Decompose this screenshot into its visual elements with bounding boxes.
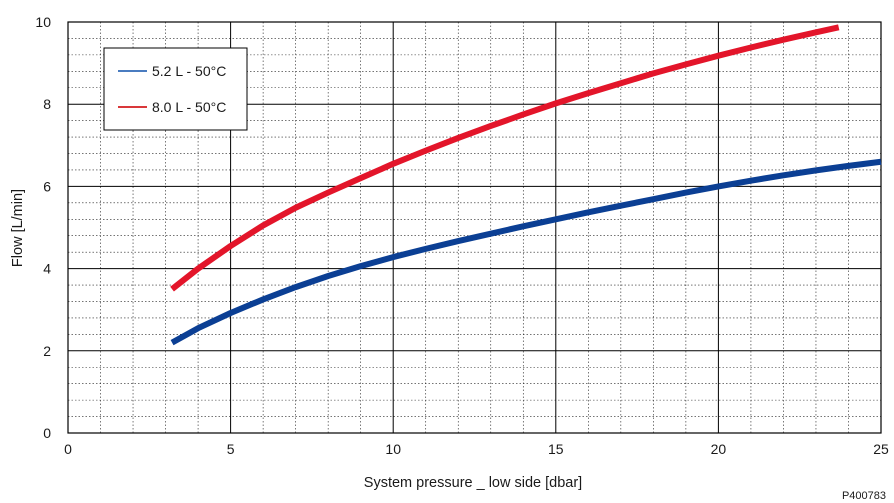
- x-tick-label: 15: [548, 441, 564, 457]
- x-tick-label: 20: [711, 441, 727, 457]
- x-tick-label: 10: [385, 441, 401, 457]
- x-axis-title: System pressure _ low side [dbar]: [364, 475, 582, 491]
- x-tick-label: 0: [64, 441, 72, 457]
- x-tick-label: 5: [227, 441, 235, 457]
- series-line-0: [170, 158, 882, 346]
- y-axis-title: Flow [L/min]: [10, 189, 26, 267]
- y-tick-label: 0: [43, 425, 51, 441]
- y-tick-label: 4: [43, 261, 51, 277]
- y-tick-label: 10: [35, 14, 51, 30]
- x-axis-tick-labels: 0 5 10 15 20 25: [64, 441, 889, 457]
- legend-label-5-2l: 5.2 L - 50°C: [152, 63, 226, 79]
- legend-box: [103, 47, 248, 131]
- y-tick-label: 8: [43, 96, 51, 112]
- y-tick-label: 2: [43, 343, 51, 359]
- series-layer: [170, 24, 882, 346]
- y-tick-label: 6: [43, 178, 51, 194]
- legend: 5.2 L - 50°C 8.0 L - 50°C: [103, 47, 248, 131]
- series-line-1: [170, 24, 840, 292]
- plot-area-frame: [67, 21, 882, 434]
- reference-code: P400783: [842, 490, 886, 502]
- x-tick-label: 25: [873, 441, 889, 457]
- legend-label-8-0l: 8.0 L - 50°C: [152, 99, 226, 115]
- y-axis-tick-labels: 0 2 4 6 8 10: [35, 14, 51, 441]
